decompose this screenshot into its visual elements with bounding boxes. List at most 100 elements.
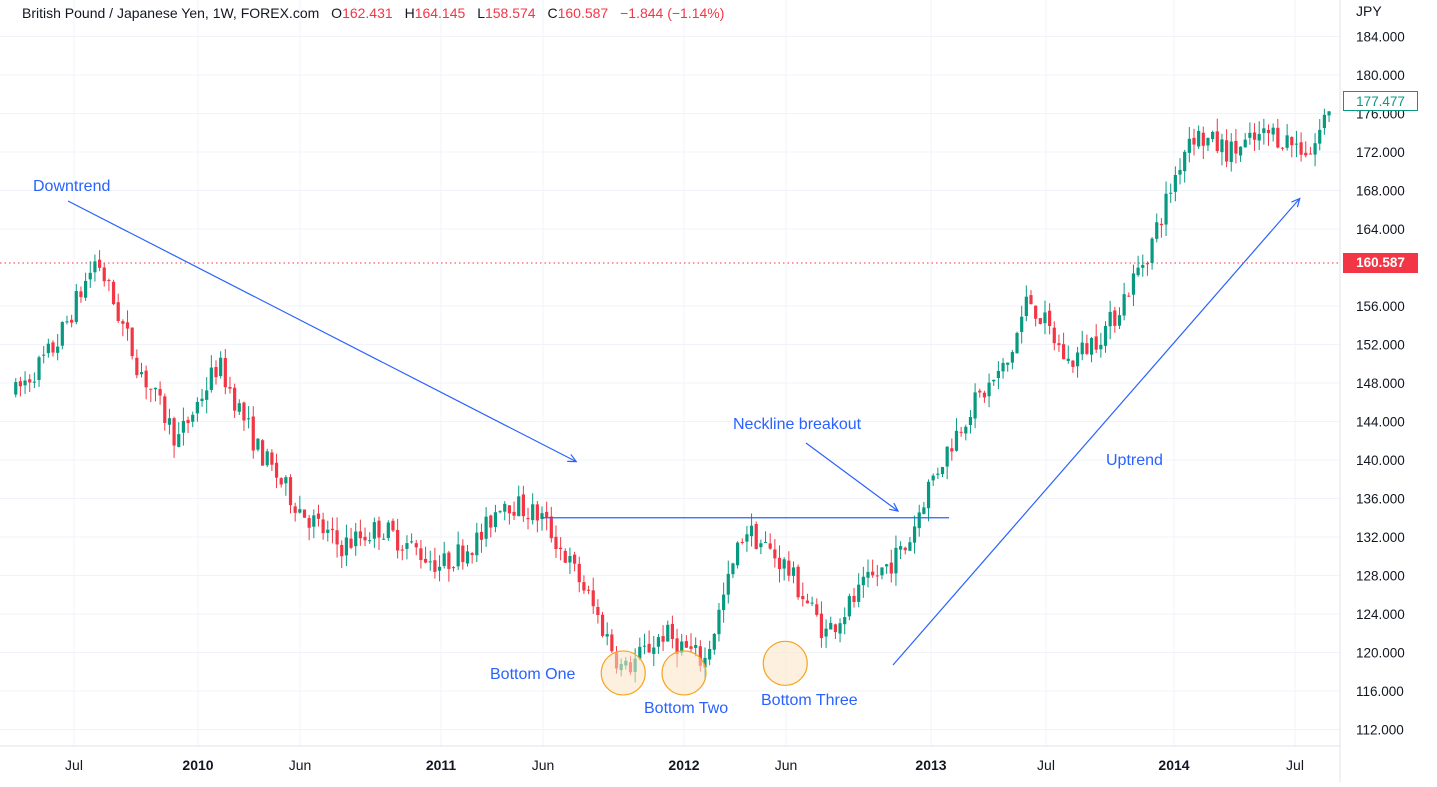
candle — [908, 536, 912, 551]
candle — [1169, 183, 1173, 203]
candle — [344, 524, 349, 567]
candle — [125, 310, 130, 341]
candle — [754, 521, 758, 550]
candle — [316, 504, 321, 527]
candle — [116, 293, 120, 323]
candle — [852, 587, 856, 608]
grid — [0, 0, 1340, 746]
candle — [1164, 181, 1168, 237]
candle — [740, 538, 744, 545]
candle — [149, 388, 153, 403]
candle — [214, 360, 218, 385]
candle — [1318, 119, 1322, 151]
bottom-circle — [600, 650, 646, 696]
candle — [731, 562, 735, 579]
candle — [181, 407, 186, 446]
candle — [60, 321, 64, 350]
candle — [1080, 330, 1084, 361]
close-price-badge: 160.587 — [1343, 253, 1418, 273]
candle — [880, 567, 884, 580]
close-label: C — [547, 5, 558, 21]
price-tick-label: 172.000 — [1356, 145, 1405, 160]
candle — [726, 560, 730, 604]
candle — [475, 522, 479, 563]
time-tick-label: Jul — [1037, 757, 1055, 773]
candle — [195, 397, 199, 422]
candle — [1313, 133, 1317, 167]
candle — [56, 333, 60, 361]
candle — [274, 453, 279, 489]
candle — [14, 378, 18, 398]
bottom-three-label: Bottom Three — [761, 692, 858, 709]
candle — [1271, 123, 1275, 142]
close-value: 160.587 — [557, 5, 609, 21]
candle — [1057, 334, 1061, 352]
candle — [717, 602, 721, 642]
candle — [936, 467, 940, 480]
candle — [1029, 290, 1033, 305]
price-tick-label: 168.000 — [1356, 184, 1405, 199]
candle — [1178, 158, 1182, 185]
candle — [810, 596, 814, 607]
candle — [1141, 254, 1145, 277]
candle — [1117, 307, 1122, 329]
candle — [889, 549, 893, 583]
candle — [1308, 146, 1313, 155]
candle — [1155, 213, 1159, 243]
candle — [1099, 332, 1103, 358]
candle — [242, 401, 246, 431]
candle — [335, 517, 339, 558]
candle — [172, 416, 176, 458]
candle — [959, 426, 963, 437]
candle — [1290, 136, 1294, 158]
candle — [493, 504, 498, 533]
candle — [479, 523, 484, 553]
candle — [1322, 108, 1326, 135]
candle — [610, 629, 614, 653]
candle — [37, 355, 41, 387]
candle — [228, 376, 232, 394]
candle — [447, 550, 451, 582]
candle — [167, 408, 172, 435]
candle — [200, 388, 204, 407]
candle — [46, 338, 50, 358]
price-tick-label: 144.000 — [1356, 415, 1405, 430]
time-tick-label: 2014 — [1158, 757, 1189, 773]
candle — [433, 547, 437, 579]
candle — [996, 361, 1000, 390]
candle — [1294, 130, 1299, 158]
candle — [451, 566, 456, 572]
candle — [1238, 146, 1243, 162]
candle — [1262, 118, 1266, 145]
candle — [843, 607, 847, 635]
candle — [829, 616, 833, 630]
candle — [65, 315, 69, 325]
price-tick-label: 152.000 — [1356, 338, 1405, 353]
candle — [1304, 141, 1308, 158]
candle — [1048, 303, 1052, 335]
candle — [340, 540, 344, 569]
neckline-breakout-label: Neckline breakout — [733, 416, 862, 433]
time-tick-label: Jun — [775, 757, 798, 773]
candle — [1252, 123, 1257, 151]
candle — [358, 519, 362, 546]
candle — [1299, 132, 1303, 162]
price-tick-label: 116.000 — [1356, 684, 1404, 699]
candle — [1061, 332, 1066, 360]
candle — [279, 477, 283, 488]
candle — [507, 505, 512, 525]
candle — [1183, 149, 1187, 183]
candle — [559, 537, 563, 561]
time-tick-label: Jun — [289, 757, 312, 773]
candle — [1201, 126, 1205, 160]
bottom-circle — [762, 640, 808, 686]
candle — [1089, 336, 1094, 363]
candle — [992, 379, 996, 386]
candle — [670, 615, 674, 649]
candle — [596, 599, 600, 624]
candle — [1197, 125, 1201, 149]
candle — [647, 630, 651, 653]
candle — [819, 601, 824, 648]
candle — [521, 485, 525, 522]
